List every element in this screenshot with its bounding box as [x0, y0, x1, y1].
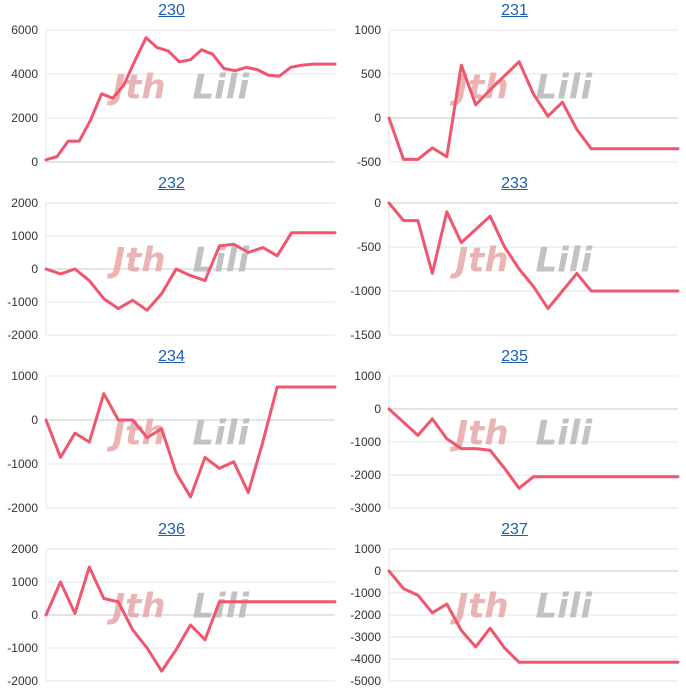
series-line	[387, 60, 680, 161]
chart-title-link[interactable]: 235	[501, 348, 528, 365]
y-tick-label: 0	[374, 402, 381, 416]
chart-panel-230: 230 0 2000 4000 6000 Jth Lili	[0, 0, 343, 173]
chart-title-link[interactable]: 233	[501, 175, 528, 192]
y-tick-label: -4000	[350, 652, 381, 666]
chart-panel-236: 236 -2000 -1000 0 1000 2000 Jth Lili	[0, 519, 343, 692]
series-line	[44, 385, 337, 499]
chart-title-link[interactable]: 236	[158, 521, 185, 538]
chart-title-link[interactable]: 230	[158, 2, 185, 19]
series-line	[387, 201, 680, 311]
y-tick-label: 1000	[354, 542, 381, 556]
chart-panel-233: 233 -1500 -1000 -500 0 Jth Lili	[343, 173, 686, 346]
y-tick-label: -500	[357, 155, 381, 169]
watermark-logo: Jth	[449, 587, 508, 627]
series-line	[387, 407, 680, 490]
y-tick-label: 2000	[11, 542, 38, 556]
chart-svg: 0 2000 4000 6000 Jth Lili	[11, 23, 337, 169]
chart-svg: -5000 -4000 -3000 -2000 -1000 0 1000 Jth Lili	[350, 542, 680, 688]
y-tick-label: -1500	[350, 328, 381, 342]
y-tick-label: -500	[357, 240, 381, 254]
y-tick-label: 1000	[354, 369, 381, 383]
y-tick-label: 0	[31, 262, 38, 276]
y-tick-label: -2000	[350, 608, 381, 622]
watermark-logo-text: Lili	[192, 587, 250, 627]
watermark-logo: Jth	[106, 414, 165, 454]
y-tick-label: 0	[31, 608, 38, 622]
y-tick-label: -2000	[7, 501, 38, 515]
y-tick-label: 2000	[11, 111, 38, 125]
chart-panel-237: 237 -5000 -4000 -3000 -2000 -1000 0 1000 Jth Lili	[343, 519, 686, 692]
y-tick-label: 500	[361, 67, 381, 81]
chart-panel-231: 231 -500 0 500 1000 Jth Lili	[343, 0, 686, 173]
y-tick-label: 1000	[11, 369, 38, 383]
watermark-logo-text: Lili	[535, 68, 593, 108]
y-tick-label: 1000	[11, 229, 38, 243]
chart-svg: -2000 -1000 0 1000 Jth Lili	[7, 369, 337, 515]
chart-panel-235: 235 -3000 -2000 -1000 0 1000 Jth Lili	[343, 346, 686, 519]
chart-svg: -1500 -1000 -500 0 Jth Lili	[350, 196, 680, 342]
y-tick-label: 0	[31, 413, 38, 427]
y-tick-label: 4000	[11, 67, 38, 81]
chart-panel-232: 232 -2000 -1000 0 1000 2000 Jth Lili	[0, 173, 343, 346]
y-tick-label: 1000	[11, 575, 38, 589]
y-tick-label: 2000	[11, 196, 38, 210]
chart-svg: -2000 -1000 0 1000 2000 Jth Lili	[7, 542, 337, 688]
chart-title-link[interactable]: 232	[158, 175, 185, 192]
watermark-logo-text: Lili	[535, 241, 593, 281]
y-tick-label: -3000	[350, 501, 381, 515]
watermark-logo: Jth	[106, 587, 165, 627]
y-tick-label: -1000	[7, 641, 38, 655]
y-tick-label: -2000	[350, 468, 381, 482]
y-tick-label: -1000	[350, 586, 381, 600]
y-tick-label: 1000	[354, 23, 381, 37]
y-tick-label: -5000	[350, 674, 381, 688]
chart-title-link[interactable]: 234	[158, 348, 185, 365]
watermark-logo: Jth	[449, 241, 508, 281]
chart-title-link[interactable]: 237	[501, 521, 528, 538]
y-tick-label: -1000	[7, 457, 38, 471]
y-tick-label: 0	[374, 111, 381, 125]
y-tick-label: -1000	[350, 284, 381, 298]
y-tick-label: 0	[374, 196, 381, 210]
y-tick-label: 0	[31, 155, 38, 169]
series-line	[44, 565, 337, 673]
watermark-logo-text: Lili	[535, 587, 593, 627]
y-tick-label: -3000	[350, 630, 381, 644]
chart-title-link[interactable]: 231	[501, 2, 528, 19]
watermark-logo-text: Lili	[192, 414, 250, 454]
series-line	[44, 36, 337, 162]
y-tick-label: -2000	[7, 674, 38, 688]
y-tick-label: 6000	[11, 23, 38, 37]
y-tick-label: -1000	[350, 435, 381, 449]
watermark-logo-text: Lili	[192, 68, 250, 108]
watermark-logo: Jth	[106, 68, 165, 108]
chart-panel-234: 234 -2000 -1000 0 1000 Jth Lili	[0, 346, 343, 519]
series-line	[387, 569, 680, 664]
y-tick-label: 0	[374, 564, 381, 578]
y-tick-label: -2000	[7, 328, 38, 342]
series-line	[44, 231, 337, 312]
watermark-logo: Jth	[106, 241, 165, 281]
watermark-logo-text: Lili	[535, 414, 593, 454]
y-tick-label: -1000	[7, 295, 38, 309]
